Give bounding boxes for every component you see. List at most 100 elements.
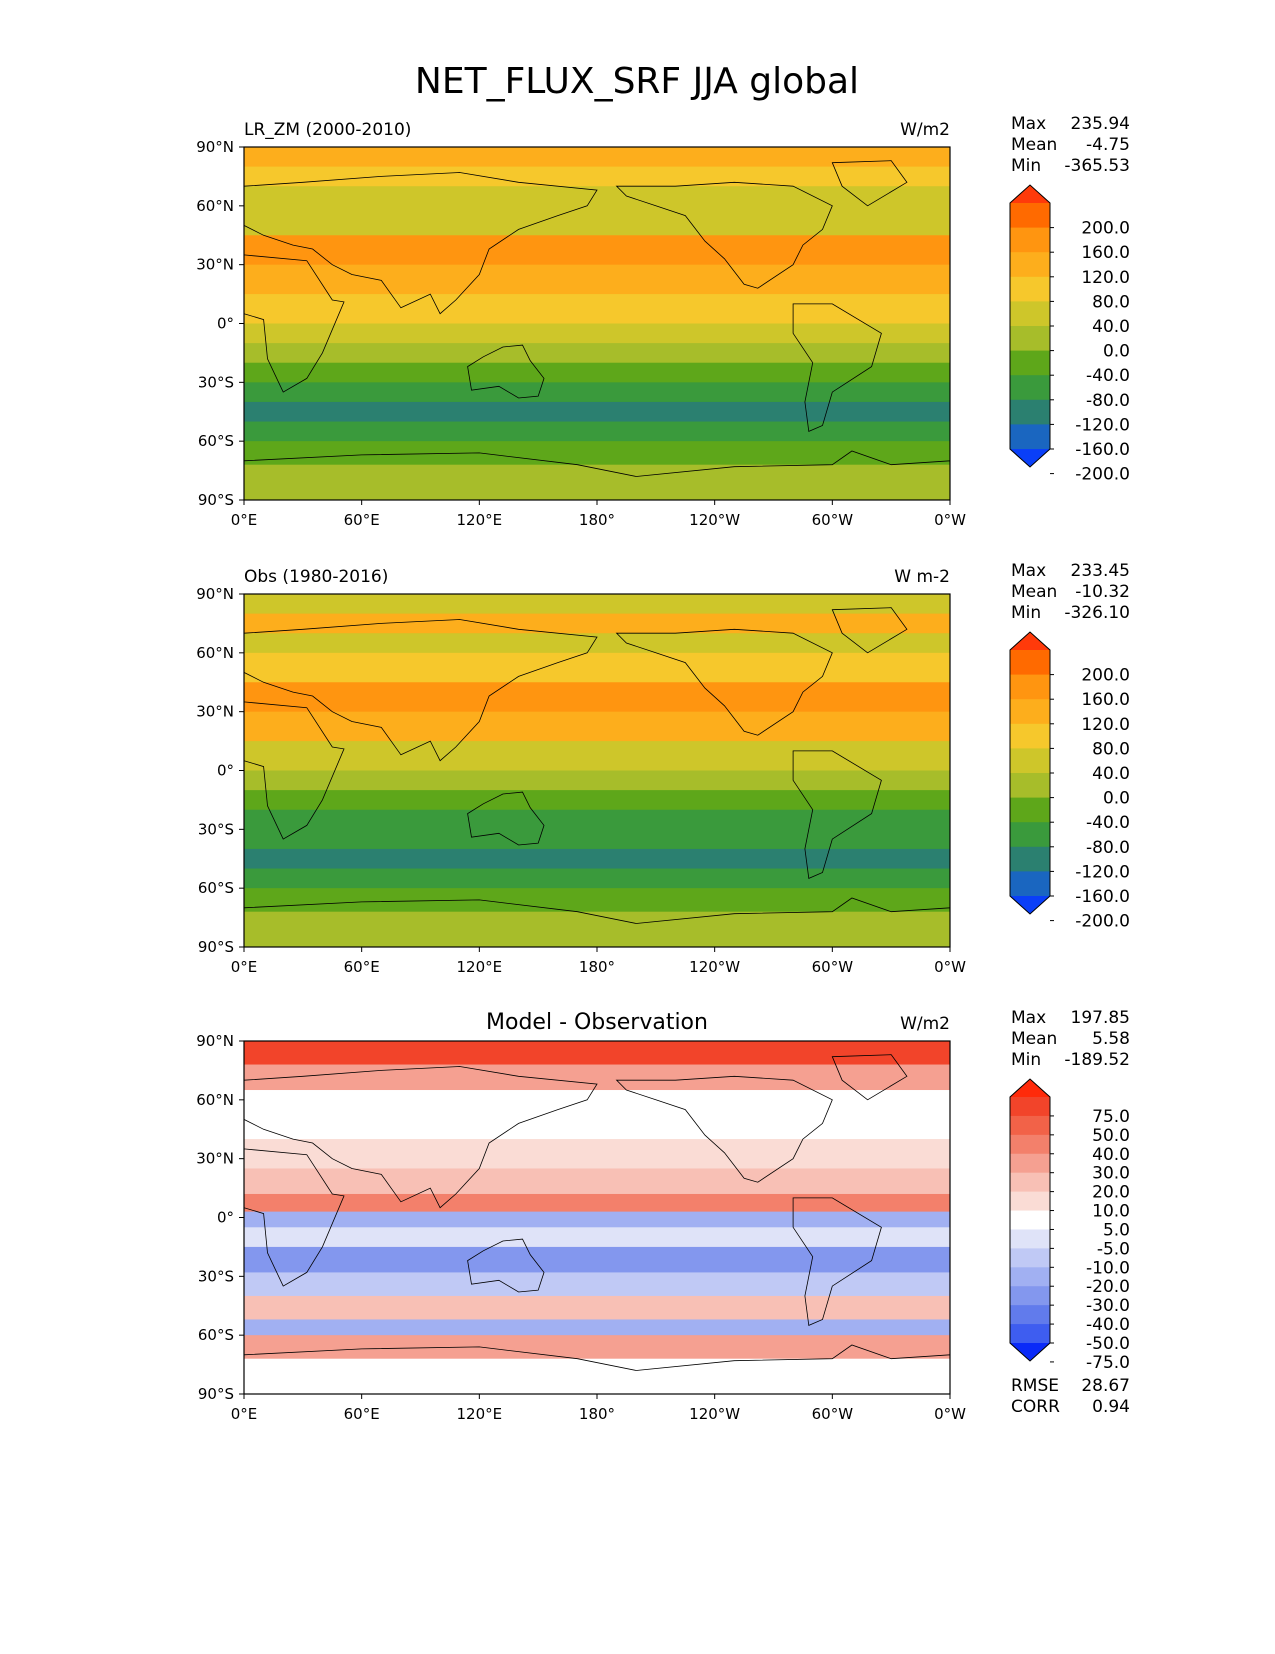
north-america-landmass bbox=[615, 181, 833, 289]
colorbar-label: 40.0 bbox=[1092, 1145, 1130, 1165]
south-america-landmass bbox=[792, 303, 882, 432]
field-band bbox=[244, 682, 950, 713]
stat-value: 5.58 bbox=[1092, 1029, 1130, 1049]
colorbar-extend-min bbox=[1010, 1343, 1050, 1361]
colorbar-segment bbox=[1010, 699, 1050, 725]
x-tick-label: 60°W bbox=[812, 511, 854, 529]
greenland-landmass bbox=[831, 607, 908, 654]
field-band bbox=[244, 1335, 950, 1360]
field-band bbox=[244, 790, 950, 811]
panel-title: Obs (1980-2016) bbox=[244, 567, 388, 587]
panel-title: LR_ZM (2000-2010) bbox=[244, 120, 411, 140]
field-band bbox=[244, 1139, 950, 1169]
field-band bbox=[244, 1272, 950, 1297]
field-band bbox=[244, 711, 950, 742]
colorbar: 200.0 160.0 120.0 80.0 40.0 0.0 -40.0 -80.0 -120… bbox=[1009, 184, 1130, 485]
colorbar-segment bbox=[1010, 1286, 1050, 1306]
units-label: W/m2 bbox=[900, 120, 950, 140]
colorbar-label: 80.0 bbox=[1092, 739, 1130, 759]
colorbar-label: 40.0 bbox=[1092, 317, 1130, 337]
field-band bbox=[244, 1041, 950, 1066]
colorbar-label: -80.0 bbox=[1086, 391, 1130, 411]
field-band bbox=[244, 205, 950, 236]
colorbar-segment bbox=[1010, 723, 1050, 749]
x-tick-label: 120°W bbox=[689, 958, 740, 976]
stat-value: -10.32 bbox=[1075, 582, 1130, 602]
field-band bbox=[244, 362, 950, 383]
colorbar-label: 20.0 bbox=[1092, 1183, 1130, 1203]
colorbar-label: 200.0 bbox=[1081, 666, 1130, 686]
colorbar-label: 120.0 bbox=[1081, 715, 1130, 735]
colorbar-segment bbox=[1010, 276, 1050, 302]
stat-label: Mean bbox=[1011, 582, 1057, 602]
y-tick-label: 60°N bbox=[196, 197, 234, 215]
x-tick-label: 120°E bbox=[457, 958, 503, 976]
field-band bbox=[244, 166, 950, 187]
field-band bbox=[244, 343, 950, 364]
y-tick-label: 0° bbox=[217, 762, 234, 780]
extra-stat-label: CORR bbox=[1011, 1397, 1060, 1417]
x-tick-label: 60°E bbox=[344, 958, 380, 976]
units-label: W/m2 bbox=[900, 1014, 950, 1034]
colorbar-segment bbox=[1010, 1115, 1050, 1136]
field-layer bbox=[244, 594, 950, 947]
antarctica-landmass bbox=[244, 450, 950, 500]
colorbar-label: -40.0 bbox=[1086, 1315, 1130, 1335]
colorbar-label: 10.0 bbox=[1092, 1202, 1130, 1222]
field-band bbox=[244, 1246, 950, 1273]
north-america-landmass bbox=[615, 628, 833, 736]
field-band bbox=[244, 235, 950, 266]
y-tick-label: 90°N bbox=[196, 585, 234, 603]
extra-stat-value: 28.67 bbox=[1081, 1376, 1130, 1396]
y-tick-label: 30°S bbox=[198, 820, 234, 838]
field-band bbox=[244, 264, 950, 295]
coastline-layer bbox=[244, 607, 950, 947]
x-tick-label: 120°W bbox=[689, 511, 740, 529]
antarctica-landmass bbox=[244, 1344, 950, 1394]
field-band bbox=[244, 888, 950, 913]
y-tick-label: 60°N bbox=[196, 644, 234, 662]
colorbar-label: -120.0 bbox=[1075, 862, 1130, 882]
south-america-landmass bbox=[792, 750, 882, 879]
stat-label: Min bbox=[1011, 156, 1041, 176]
colorbar-extend-min bbox=[1010, 449, 1050, 467]
field-band bbox=[244, 1227, 950, 1248]
y-tick-label: 30°N bbox=[196, 1150, 234, 1168]
colorbar-segment bbox=[1010, 1191, 1050, 1212]
y-tick-label: 60°N bbox=[196, 1091, 234, 1109]
colorbar-segment bbox=[1010, 822, 1050, 848]
x-tick-label: 0°W bbox=[934, 958, 966, 976]
stat-value: -326.10 bbox=[1064, 603, 1130, 623]
stat-label: Max bbox=[1011, 561, 1046, 581]
colorbar-label: -40.0 bbox=[1086, 366, 1130, 386]
colorbar: 200.0 160.0 120.0 80.0 40.0 0.0 -40.0 -80.0 -120… bbox=[1009, 631, 1130, 932]
colorbar-segment bbox=[1010, 1305, 1050, 1325]
colorbar-extend-max bbox=[1010, 632, 1050, 650]
australia-landmass bbox=[467, 791, 545, 846]
colorbar-label: -5.0 bbox=[1097, 1239, 1130, 1259]
x-tick-label: 120°E bbox=[457, 511, 503, 529]
field-band bbox=[244, 1064, 950, 1091]
colorbar-label: -10.0 bbox=[1086, 1258, 1130, 1278]
greenland-landmass bbox=[831, 160, 908, 207]
stat-label: Mean bbox=[1011, 1029, 1057, 1049]
x-tick-label: 60°E bbox=[344, 511, 380, 529]
colorbar-extend-max bbox=[1010, 1079, 1050, 1097]
x-tick-label: 0°W bbox=[934, 511, 966, 529]
extra-stat-value: 0.94 bbox=[1092, 1397, 1130, 1417]
field-band bbox=[244, 829, 950, 850]
colorbar-segment bbox=[1010, 846, 1050, 872]
field-band bbox=[244, 1319, 950, 1336]
field-band bbox=[244, 1168, 950, 1195]
map-panel-2: 0°E 60°E 120°E 180° 120°W 60°W 0°W 90°N 60°N 30°N… bbox=[196, 561, 1130, 976]
y-tick-label: 30°N bbox=[196, 703, 234, 721]
africa-landmass bbox=[244, 1148, 345, 1287]
field-band bbox=[244, 147, 950, 168]
x-tick-label: 0°E bbox=[231, 511, 258, 529]
stat-label: Mean bbox=[1011, 135, 1057, 155]
colorbar-segment bbox=[1010, 748, 1050, 774]
x-tick-label: 60°W bbox=[812, 1405, 854, 1423]
map-panel-3: 0°E 60°E 120°E 180° 120°W 60°W 0°W 90°N 60°N 30°N… bbox=[196, 1008, 1130, 1423]
x-tick-label: 120°E bbox=[457, 1405, 503, 1423]
